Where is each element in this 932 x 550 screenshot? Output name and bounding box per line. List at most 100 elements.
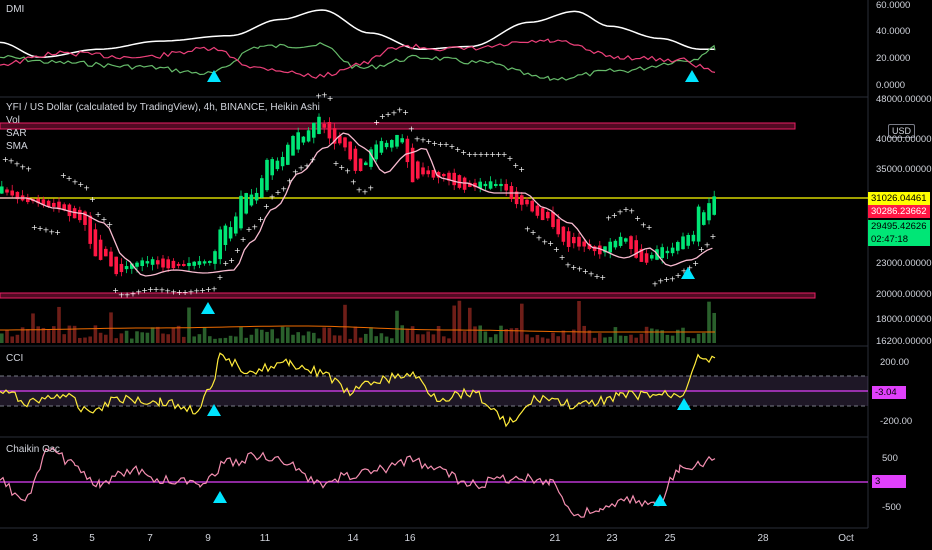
sar-dot: + [588,270,595,279]
sar-dot: + [408,125,415,134]
sar-dot: + [37,224,44,233]
sar-dot: + [72,178,79,187]
candle-body [452,172,456,186]
candle-body [613,240,618,248]
sar-dot: + [414,135,421,144]
volume-bar [171,327,176,343]
volume-bar [202,327,207,343]
candle-body [384,142,389,148]
candle-body [561,226,566,242]
sar-dot: + [182,288,189,297]
volume-bar [572,329,576,343]
volume-bar [306,331,311,343]
candle-body [556,219,560,235]
sar-dot: + [153,285,160,294]
x-label-oct: Oct [838,533,854,544]
candle-body [291,136,295,156]
sar-dot: + [193,287,200,296]
sar-dot: + [164,287,171,296]
resistance-zone [0,122,796,130]
sar-dot: + [605,214,612,223]
volume-bar [598,333,602,343]
candle-body [296,132,300,150]
candle-body [10,190,14,196]
sar-dot: + [454,145,461,154]
volume-bar [509,328,514,343]
x-label-16: 16 [404,533,416,544]
volume-bar [156,326,160,343]
volume-bar [650,328,654,343]
candle-body [520,195,524,205]
dmi-plus-line [0,41,716,81]
sar-dot: + [188,288,195,297]
sar-dot: + [611,211,618,220]
sar-dot: + [356,186,363,195]
price-signal-marker [201,302,215,314]
sar-dot: + [698,245,705,254]
candle-body [426,170,430,175]
volume-bar [114,338,118,343]
sar-dot: + [66,174,73,183]
volume-bar [57,306,61,343]
candle-body [468,182,472,187]
volume-bar [322,327,326,343]
sar-dot: + [553,245,560,254]
candle-body [473,182,477,188]
sar-dot: + [118,291,125,300]
currency-button[interactable]: USD [888,124,916,138]
volume-bar [5,330,9,343]
volume-bar [473,326,477,343]
volume-bar [52,326,56,343]
sar-dot: + [623,205,630,214]
volume-bar [338,335,342,343]
volume-bar [582,325,586,343]
volume-bar [327,327,332,343]
volume-bar [301,335,306,343]
volume-bar [140,332,144,343]
candle-body [369,149,373,167]
sar-dot: + [101,215,108,224]
volume-bar [41,327,46,343]
x-label-25: 25 [664,533,676,544]
candle-body [83,211,87,225]
candle-body [686,235,690,246]
chaikin-signal-marker [653,494,667,506]
volume-bar [104,334,108,343]
candle-body [353,148,358,171]
sar-dot: + [31,223,38,232]
volume-bar [504,329,508,343]
sar-dot: + [217,273,224,282]
sar-dot: + [362,188,369,197]
sar-dot: + [681,266,688,275]
price-axis-40000: 40000.00000 [876,134,932,145]
price-tag-countdown: 02:47:18 [868,233,930,246]
volume-bar [312,332,316,343]
sar-dot: + [344,167,351,176]
volume-bar [468,307,472,343]
sar-dot: + [657,277,664,286]
candle-body [41,199,46,206]
sar-dot: + [437,140,444,149]
volume-bar [535,334,540,343]
sar-dot: + [77,180,84,189]
candle-body [364,162,368,166]
candle-body [478,181,482,189]
dmi-minus-line [0,38,716,79]
volume-bar [93,325,98,343]
chaikin-signal-marker [213,491,227,503]
volume-bar [374,336,378,343]
dmi-title: DMI [6,4,25,15]
volume-bar [130,338,134,343]
candle-body [696,206,701,242]
dmi-signal-marker [207,70,221,82]
sar-dot: + [304,162,311,171]
candle-body [46,200,51,207]
sar-dot: + [379,112,386,121]
candle-body [72,208,77,219]
x-label-9: 9 [205,533,211,544]
volume-bar [421,334,425,343]
sar-dot: + [228,256,235,265]
support-zone [0,292,816,299]
candle-body [280,156,285,167]
